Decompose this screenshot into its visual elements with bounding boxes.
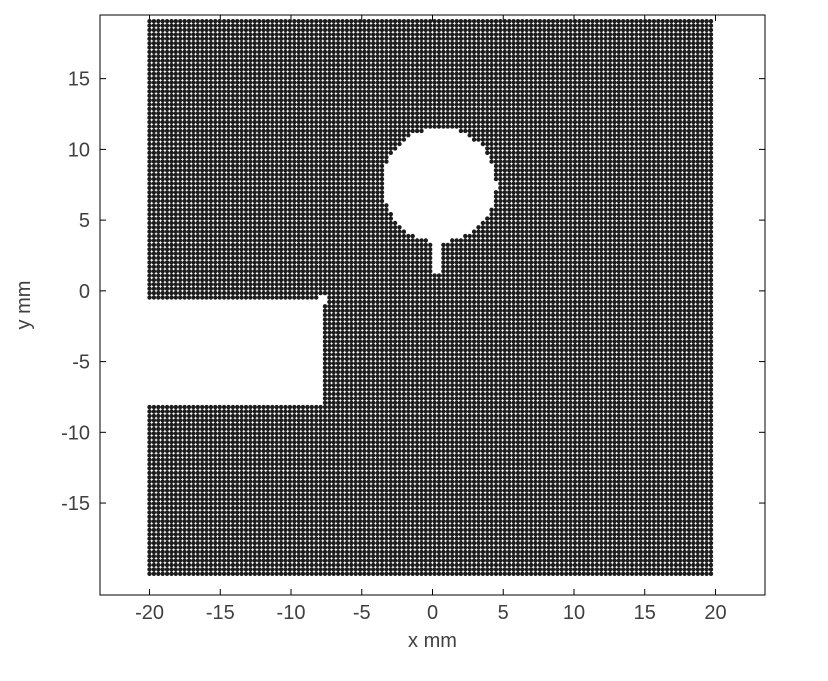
x-tick-label: -10 [277, 602, 306, 624]
x-axis-label: x mm [408, 630, 457, 652]
x-tick-label: -20 [135, 602, 164, 624]
scatter-chart: -20 -15 -10 -5 0 5 10 15 20 x mm -15 -10 -5 0 5 10 15 y m… [0, 0, 828, 681]
x-tick-label: 20 [704, 602, 726, 624]
y-tick-label: 5 [79, 210, 90, 232]
x-tick-label: -5 [353, 602, 371, 624]
x-tick-label: 15 [634, 602, 656, 624]
y-tick-label: -10 [61, 422, 90, 444]
y-tick-label: -15 [61, 493, 90, 515]
y-tick-label: 10 [68, 139, 90, 161]
x-tick-label: 10 [563, 602, 585, 624]
y-tick-label: -5 [72, 352, 90, 374]
y-tick-label: 0 [79, 281, 90, 303]
x-tick-label: 0 [427, 602, 438, 624]
y-tick-label: 15 [68, 69, 90, 91]
y-axis-label: y mm [13, 281, 35, 330]
x-tick-label: -15 [206, 602, 235, 624]
point-cloud [147, 19, 713, 576]
x-tick-label: 5 [498, 602, 509, 624]
